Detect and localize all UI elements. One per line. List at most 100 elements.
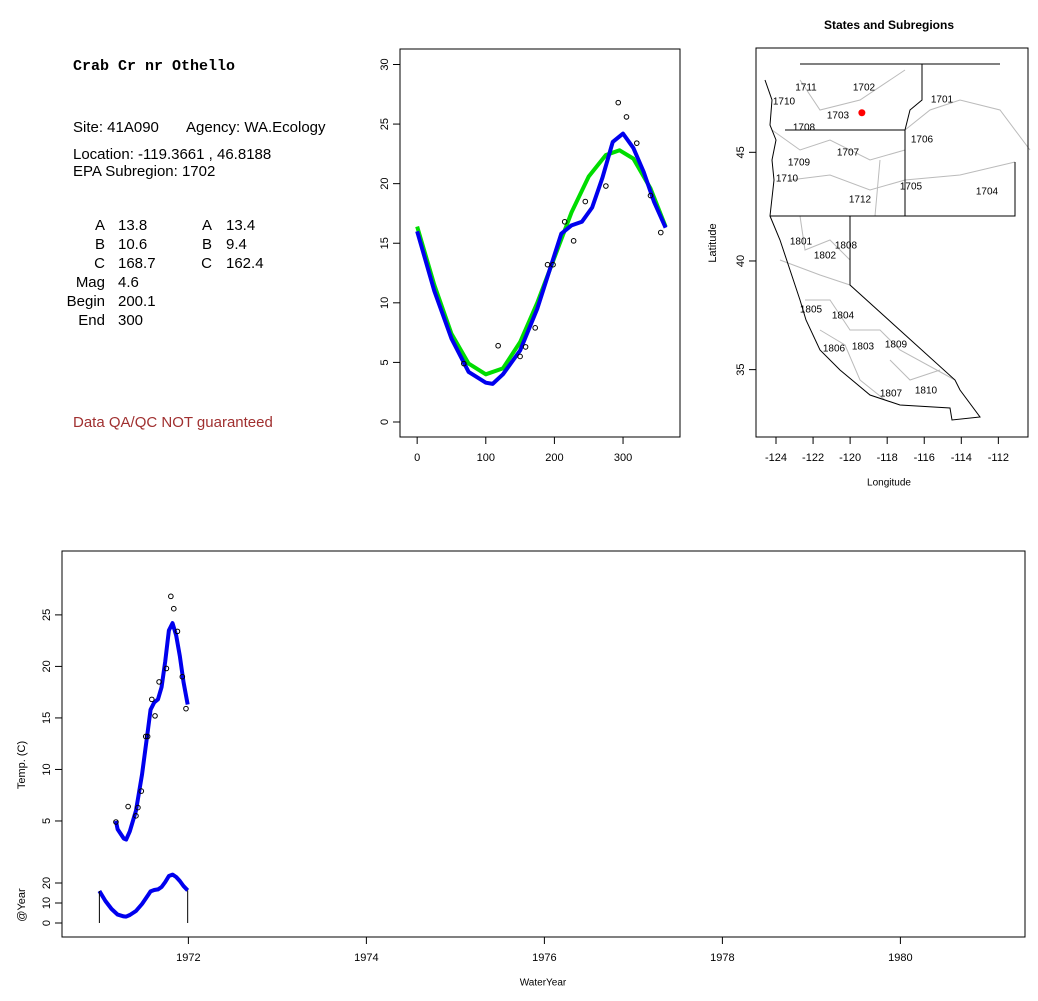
param-cell: 13.8 bbox=[118, 217, 147, 234]
data-point bbox=[461, 360, 467, 367]
fit-line bbox=[97, 872, 190, 919]
x-tick-label: -122 bbox=[802, 452, 824, 464]
data-point bbox=[522, 344, 529, 350]
fit-line bbox=[113, 621, 190, 842]
x-tick-label: 300 bbox=[614, 452, 632, 464]
axis-label: WaterYear bbox=[520, 978, 567, 989]
data-point bbox=[179, 673, 186, 680]
region-label: 1802 bbox=[814, 251, 837, 262]
data-point bbox=[170, 605, 177, 612]
x-tick-label: 200 bbox=[545, 452, 563, 464]
region-label: 1709 bbox=[788, 158, 811, 169]
data-point bbox=[561, 218, 568, 225]
y-tick-label: 10 bbox=[41, 763, 53, 775]
x-tick-label: 100 bbox=[477, 452, 495, 464]
param-cell: Begin bbox=[67, 293, 105, 310]
y-tick-label: 5 bbox=[41, 818, 53, 824]
axis-label: Latitude bbox=[707, 223, 719, 262]
data-point bbox=[550, 261, 556, 268]
x-tick-label: 1980 bbox=[888, 952, 912, 964]
y-tick-label: 45 bbox=[735, 146, 747, 158]
y-tick-label: 40 bbox=[735, 255, 747, 267]
param-cell: 9.4 bbox=[226, 236, 247, 253]
region-label: 1705 bbox=[900, 182, 923, 193]
param-cell: A bbox=[202, 217, 212, 234]
param-cell: 4.6 bbox=[118, 274, 139, 291]
map-outlines bbox=[764, 63, 1031, 421]
y-tick-label: 20 bbox=[41, 877, 53, 889]
plot-box bbox=[755, 47, 1029, 438]
data-point bbox=[156, 679, 162, 685]
x-tick-label: -124 bbox=[765, 452, 787, 464]
region-labels: 1711 1702 1701 1710 1703 1708 1706 1707 … bbox=[773, 83, 999, 400]
data-point bbox=[603, 183, 609, 189]
plot-box bbox=[61, 550, 1026, 938]
disclaimer: Data QA/QC NOT guaranteed bbox=[73, 414, 273, 431]
y-tick-label: 0 bbox=[41, 920, 53, 926]
y-tick-label: 15 bbox=[379, 237, 391, 249]
data-point bbox=[615, 99, 622, 106]
param-cell: C bbox=[201, 255, 212, 272]
param-cell: B bbox=[202, 236, 212, 253]
map-title: States and Subregions bbox=[824, 18, 954, 32]
data-point bbox=[544, 261, 551, 268]
param-cell: 200.1 bbox=[118, 293, 156, 310]
site-marker bbox=[858, 109, 866, 117]
fit-line bbox=[415, 131, 668, 386]
y-tick-label: 10 bbox=[41, 897, 53, 909]
x-tick-label: 1974 bbox=[354, 952, 378, 964]
region-label: 1710 bbox=[773, 97, 796, 108]
region-label: 1810 bbox=[915, 386, 938, 397]
region-label: 1801 bbox=[790, 237, 813, 248]
region-label: 1712 bbox=[849, 195, 872, 206]
y-tick-label: 0 bbox=[379, 419, 391, 425]
region-label: 1803 bbox=[852, 342, 875, 353]
param-cell: A bbox=[95, 217, 105, 234]
x-tick-label: 0 bbox=[414, 452, 420, 464]
region-label: 1806 bbox=[823, 344, 846, 355]
param-cell: 10.6 bbox=[118, 236, 147, 253]
location: Location: -119.3661 , 46.8188 bbox=[73, 146, 271, 163]
x-tick-label: 1978 bbox=[710, 952, 734, 964]
region-label: 1804 bbox=[832, 311, 855, 322]
data-point bbox=[633, 140, 640, 146]
param-cell: 162.4 bbox=[226, 255, 264, 272]
region-label: 1702 bbox=[853, 83, 876, 94]
data-point bbox=[163, 665, 170, 672]
data-point bbox=[138, 788, 145, 794]
axis-label: @Year bbox=[16, 888, 28, 922]
state-lines bbox=[764, 63, 1016, 421]
y-tick-label: 5 bbox=[379, 359, 391, 365]
y-tick-label: 25 bbox=[379, 118, 391, 130]
y-tick-label: 20 bbox=[379, 178, 391, 190]
region-label: 1708 bbox=[793, 123, 816, 134]
y-tick-label: 35 bbox=[735, 364, 747, 376]
y-tick-label: 10 bbox=[379, 297, 391, 309]
data-point bbox=[570, 238, 577, 244]
agency: Agency: WA.Ecology bbox=[186, 119, 326, 136]
plot-box bbox=[399, 48, 681, 438]
subregion-lines bbox=[771, 69, 1031, 401]
data-point bbox=[125, 803, 131, 810]
data-point bbox=[647, 192, 654, 199]
region-label: 1808 bbox=[835, 241, 858, 252]
x-tick-label: 1972 bbox=[176, 952, 200, 964]
region-label: 1704 bbox=[976, 187, 999, 198]
data-point bbox=[532, 325, 538, 331]
y-tick-label: 20 bbox=[41, 660, 53, 672]
data-point bbox=[174, 628, 181, 635]
data-point bbox=[495, 342, 501, 349]
site-id: Site: 41A090 bbox=[73, 119, 159, 136]
region-label: 1711 bbox=[795, 83, 817, 94]
param-cell: B bbox=[95, 236, 105, 253]
data-point bbox=[152, 713, 158, 719]
x-tick-label: -112 bbox=[988, 452, 1009, 464]
data-point bbox=[582, 198, 589, 205]
param-cell: 13.4 bbox=[226, 217, 255, 234]
region-label: 1706 bbox=[911, 135, 934, 146]
data-point bbox=[149, 696, 155, 703]
param-cell: 168.7 bbox=[118, 255, 156, 272]
data-point bbox=[144, 733, 151, 740]
data-point bbox=[113, 819, 119, 825]
data-point bbox=[183, 705, 189, 712]
